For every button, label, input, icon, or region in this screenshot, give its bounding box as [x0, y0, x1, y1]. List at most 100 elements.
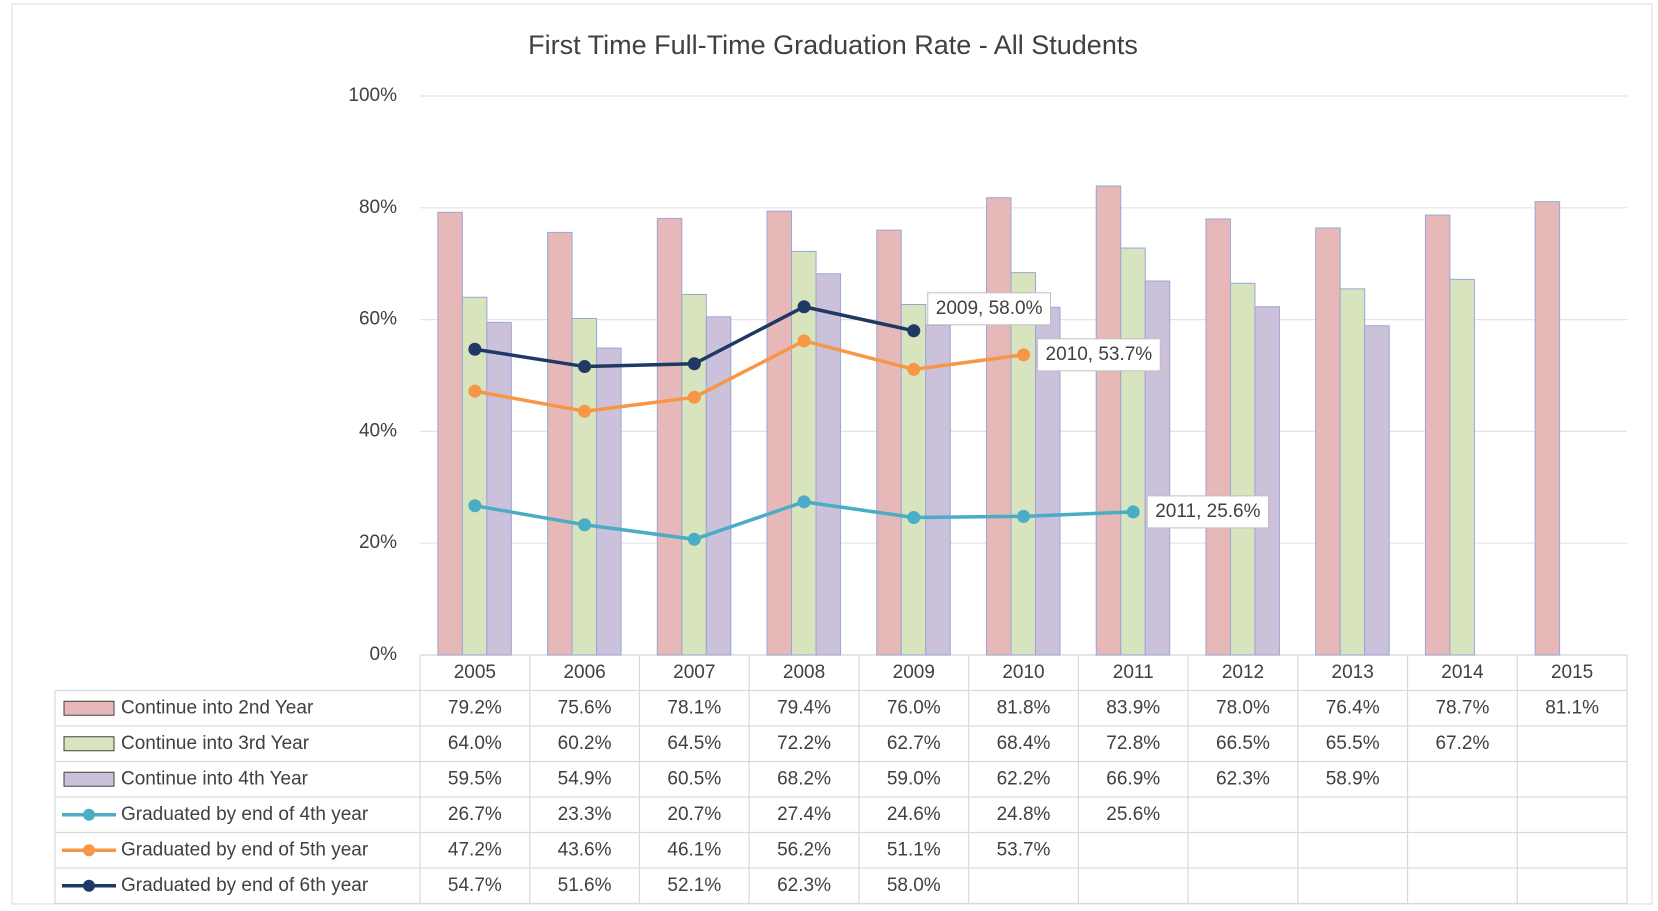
bar	[791, 250, 817, 656]
table-cell: 66.5%	[1216, 733, 1270, 754]
point	[468, 499, 482, 513]
point	[578, 518, 592, 532]
legend-key	[83, 879, 95, 892]
point	[687, 532, 701, 546]
legend-label: Continue into 2nd Year	[121, 697, 314, 718]
bar	[925, 324, 951, 656]
x-tick-label: 2013	[1332, 662, 1374, 683]
table-cell: 75.6%	[558, 697, 612, 718]
point	[907, 510, 921, 524]
table-cell: 65.5%	[1326, 733, 1380, 754]
table-cell: 56.2%	[777, 839, 831, 860]
y-tick-label: 20%	[359, 532, 397, 553]
x-tick-label: 2011	[1113, 662, 1154, 683]
bar	[1120, 247, 1146, 656]
table-cell: 72.8%	[1106, 733, 1160, 754]
table-cell: 54.7%	[448, 875, 502, 896]
point	[1017, 348, 1030, 362]
table-cell: 62.3%	[777, 875, 831, 896]
bar	[986, 197, 1012, 656]
table-cell: 26.7%	[448, 804, 502, 825]
chart-title: First Time Full-Time Graduation Rate - A…	[528, 30, 1138, 60]
bar	[900, 304, 927, 656]
bar	[1339, 288, 1366, 656]
legend-key	[63, 700, 115, 716]
x-tick-label: 2007	[673, 662, 715, 683]
point	[797, 300, 811, 314]
y-tick-label: 0%	[370, 644, 398, 665]
legend-label: Graduated by end of 4th year	[121, 804, 369, 825]
table-cell: 76.4%	[1326, 697, 1380, 718]
bar	[1229, 282, 1256, 656]
table-cell: 66.9%	[1106, 768, 1160, 789]
bar	[596, 347, 622, 656]
bar	[1424, 214, 1451, 656]
bar	[1449, 278, 1475, 656]
x-tick-label: 2010	[1002, 662, 1044, 683]
x-tick-label: 2006	[563, 662, 605, 683]
table-cell: 76.0%	[887, 697, 941, 718]
x-tick-label: 2008	[783, 662, 825, 683]
bar	[815, 273, 842, 656]
bar	[1254, 306, 1280, 656]
table-cell: 46.1%	[667, 839, 721, 860]
y-tick-label: 60%	[359, 309, 397, 330]
table-cell: 79.4%	[777, 697, 831, 718]
point	[578, 360, 592, 374]
table-cell: 24.6%	[887, 804, 941, 825]
point	[797, 495, 811, 509]
bar	[1364, 325, 1390, 656]
bar	[1010, 272, 1036, 656]
table-cell: 78.1%	[667, 697, 721, 718]
point	[468, 384, 482, 398]
table-cell: 59.0%	[887, 768, 941, 789]
y-tick-label: 40%	[359, 420, 397, 441]
table-cell: 43.6%	[558, 839, 612, 860]
callout-label: 2009, 58.0%	[936, 298, 1043, 319]
bar	[571, 317, 598, 656]
table-cell: 52.1%	[667, 875, 721, 896]
table-cell: 60.5%	[667, 768, 721, 789]
point	[468, 342, 482, 356]
table-cell: 53.7%	[997, 839, 1051, 860]
y-tick-label: 80%	[359, 197, 397, 218]
table-cell: 83.9%	[1106, 697, 1160, 718]
legend-label: Graduated by end of 5th year	[121, 839, 369, 860]
table-cell: 78.0%	[1216, 697, 1270, 718]
table-cell: 23.3%	[558, 804, 612, 825]
legend-label: Continue into 3rd Year	[121, 733, 310, 754]
callout-box	[1037, 338, 1161, 372]
table-cell: 72.2%	[777, 733, 831, 754]
table-cell: 51.1%	[887, 839, 941, 860]
table-cell: 59.5%	[448, 768, 502, 789]
table-cell: 64.5%	[667, 733, 721, 754]
x-tick-label: 2009	[893, 662, 935, 683]
table-cell: 78.7%	[1435, 697, 1489, 718]
table-cell: 81.1%	[1545, 697, 1599, 718]
bar	[1534, 201, 1561, 656]
bar	[656, 217, 683, 656]
bar	[705, 316, 732, 656]
x-tick-label: 2015	[1551, 662, 1593, 683]
bar	[1095, 185, 1122, 656]
table-cell: 68.4%	[997, 733, 1051, 754]
table-cell: 25.6%	[1106, 804, 1160, 825]
point	[907, 362, 921, 376]
table-cell: 68.2%	[777, 768, 831, 789]
table-cell: 20.7%	[667, 804, 721, 825]
point	[687, 390, 701, 404]
table-cell: 47.2%	[448, 839, 502, 860]
table-cell: 62.7%	[887, 733, 941, 754]
point	[1017, 509, 1030, 523]
y-tick-label: 100%	[348, 85, 397, 106]
legend-key	[83, 808, 95, 821]
bar	[1315, 227, 1341, 656]
legend-label: Graduated by end of 6th year	[121, 875, 369, 896]
legend-label: Continue into 4th Year	[121, 768, 309, 789]
legend-key	[63, 771, 115, 787]
table-cell: 67.2%	[1435, 733, 1489, 754]
callout-box	[927, 292, 1051, 326]
table-cell: 60.2%	[558, 733, 612, 754]
point	[1126, 505, 1140, 519]
